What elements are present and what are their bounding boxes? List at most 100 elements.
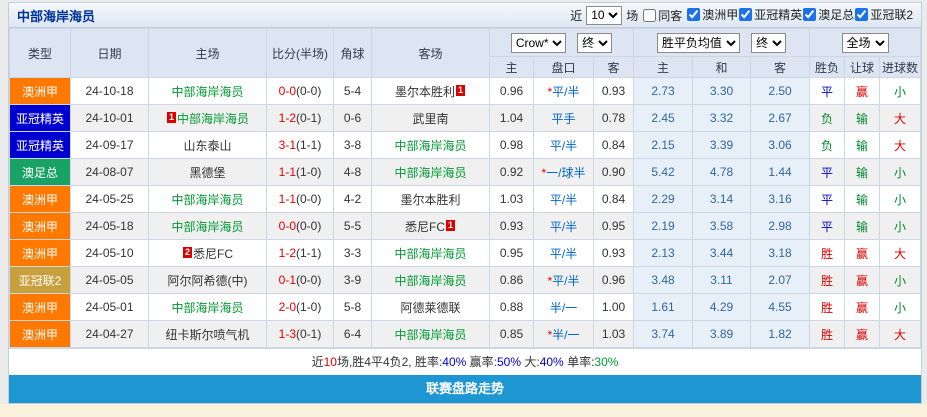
col-header-result: 胜负: [809, 56, 846, 78]
handicap-text: 平/半: [549, 246, 578, 261]
type-badge: 亚冠联2: [9, 266, 71, 294]
asia-away-odds: 0.84: [593, 131, 634, 159]
asia-handicap: *半/一: [533, 320, 594, 348]
asia-away-odds: 1.03: [593, 320, 634, 348]
team-name: 武里南: [412, 111, 449, 126]
score-half: (1-1): [296, 138, 322, 152]
corners: 3-8: [333, 131, 372, 159]
games-label: 场: [626, 8, 639, 23]
type-badge: 澳洲甲: [9, 239, 71, 267]
asia-home-odds: 0.85: [489, 320, 534, 348]
goals-outcome: 大: [879, 320, 922, 348]
home-team: 山东泰山: [148, 131, 267, 159]
league-filter-checkbox[interactable]: [687, 8, 701, 21]
same-venue-label: 同客: [658, 8, 683, 23]
result-outcome: 负: [809, 131, 846, 159]
team-name: 中部海岸海员: [394, 246, 467, 261]
euro-away-odds: 2.67: [749, 104, 811, 132]
bottom-strip: [0, 404, 927, 417]
league-filter-checkbox[interactable]: [739, 8, 753, 21]
league-filter-checkbox[interactable]: [855, 8, 869, 21]
score-half: (1-1): [296, 246, 322, 260]
euro-away-odds: 3.16: [749, 185, 811, 213]
team-name: 中部海岸海员: [394, 327, 467, 342]
euro-away-odds: 1.44: [749, 158, 811, 186]
euro-away-odds: 1.82: [749, 320, 811, 348]
trend-button[interactable]: 联赛盘路走势: [9, 375, 921, 403]
col-header-home: 主场: [148, 28, 267, 78]
away-team: 悉尼FC 1: [371, 212, 490, 240]
euro-away-odds: 2.50: [749, 77, 811, 105]
euro-odds-group: 胜平负均值 终: [632, 28, 811, 57]
handicap-text: 平/半: [549, 192, 578, 207]
result-outcome: 平: [809, 77, 846, 105]
euro-time-select[interactable]: 终: [751, 32, 787, 53]
handicap-star: *: [547, 273, 553, 288]
home-team: 纽卡斯尔喷气机: [148, 320, 267, 348]
euro-away-odds: 4.55: [749, 293, 811, 321]
title-bar: 中部海岸海员 近 10 场 同客 澳洲甲 亚冠精英 澳足总 亚冠联2: [9, 3, 921, 28]
league-filter-label: 亚冠精英: [754, 8, 803, 22]
league-filter-checkbox[interactable]: [803, 8, 817, 21]
asia-time-select[interactable]: 终: [577, 32, 613, 53]
asia-handicap: *一/球半: [533, 158, 594, 186]
euro-type-select[interactable]: 胜平负均值: [656, 32, 740, 53]
page-title: 中部海岸海员: [17, 8, 96, 24]
bookmaker-select[interactable]: Crow*: [510, 32, 566, 53]
table-row: 亚冠精英 24-09-17 山东泰山 3-1(1-1) 3-8 中部海岸海员 0…: [9, 131, 922, 159]
euro-home-odds: 2.29: [633, 185, 693, 213]
euro-home-odds: 5.42: [633, 158, 693, 186]
col-header-euro-draw: 和: [692, 56, 751, 78]
col-header-asia-away: 客: [593, 56, 634, 78]
asia-away-odds: 0.78: [593, 104, 634, 132]
euro-draw-odds: 3.32: [692, 104, 751, 132]
score: 1-2(0-1): [266, 104, 334, 132]
handicap-outcome: 赢: [844, 293, 881, 321]
euro-draw-odds: 3.14: [692, 185, 751, 213]
match-table: 类型 日期 主场 比分(半场) 角球 客场 Crow* 终 胜平负均值 终 全场: [9, 28, 922, 348]
col-header-handicap-result: 让球: [844, 56, 881, 78]
home-team: 1 中部海岸海员: [148, 104, 267, 132]
league-filter-label: 亚冠联2: [870, 8, 913, 22]
asia-away-odds: 1.00: [593, 293, 634, 321]
handicap-star: *: [547, 327, 553, 342]
handicap-outcome: 输: [844, 158, 881, 186]
rank-badge: 1: [456, 84, 466, 96]
away-team: 中部海岸海员: [371, 158, 490, 186]
asia-away-odds: 0.90: [593, 158, 634, 186]
handicap-outcome: 输: [844, 131, 881, 159]
scope-select[interactable]: 全场: [841, 32, 889, 53]
type-badge: 澳洲甲: [9, 293, 71, 321]
col-header-goals: 进球数: [879, 56, 922, 78]
asia-home-odds: 0.92: [489, 158, 534, 186]
euro-away-odds: 3.18: [749, 239, 811, 267]
type-badge: 亚冠精英: [9, 131, 71, 159]
recent-count-select[interactable]: 10: [586, 5, 623, 25]
type-badge: 澳洲甲: [9, 320, 71, 348]
same-venue-filter: 同客: [642, 7, 682, 24]
team-name: 中部海岸海员: [171, 192, 244, 207]
match-history-panel: 中部海岸海员 近 10 场 同客 澳洲甲 亚冠精英 澳足总 亚冠联2 类型 日: [8, 2, 922, 404]
team-name: 纽卡斯尔喷气机: [165, 327, 250, 342]
handicap-text: 半/一: [552, 327, 580, 342]
type-badge: 澳足总: [9, 158, 71, 186]
score-half: (0-0): [296, 84, 322, 98]
euro-draw-odds: 3.39: [692, 131, 751, 159]
handicap-outcome: 输: [844, 104, 881, 132]
score: 1-2(1-1): [266, 239, 334, 267]
team-name: 阿尔阿希德(中): [167, 273, 248, 288]
same-venue-checkbox[interactable]: [643, 8, 657, 22]
away-team: 中部海岸海员: [371, 239, 490, 267]
table-row: 澳足总 24-08-07 黑德堡 1-1(1-0) 4-8 中部海岸海员 0.9…: [9, 158, 922, 186]
match-date: 24-05-25: [70, 185, 149, 213]
match-date: 24-10-01: [70, 104, 149, 132]
asia-away-odds: 0.93: [593, 77, 634, 105]
asia-home-odds: 0.93: [489, 212, 534, 240]
type-badge: 澳洲甲: [9, 77, 71, 105]
euro-draw-odds: 3.30: [692, 77, 751, 105]
team-name: 墨尔本胜利: [394, 84, 455, 99]
handicap-outcome: 赢: [844, 320, 881, 348]
away-team: 中部海岸海员: [371, 266, 490, 294]
goals-outcome: 小: [879, 266, 922, 294]
score: 1-1(1-0): [266, 158, 334, 186]
